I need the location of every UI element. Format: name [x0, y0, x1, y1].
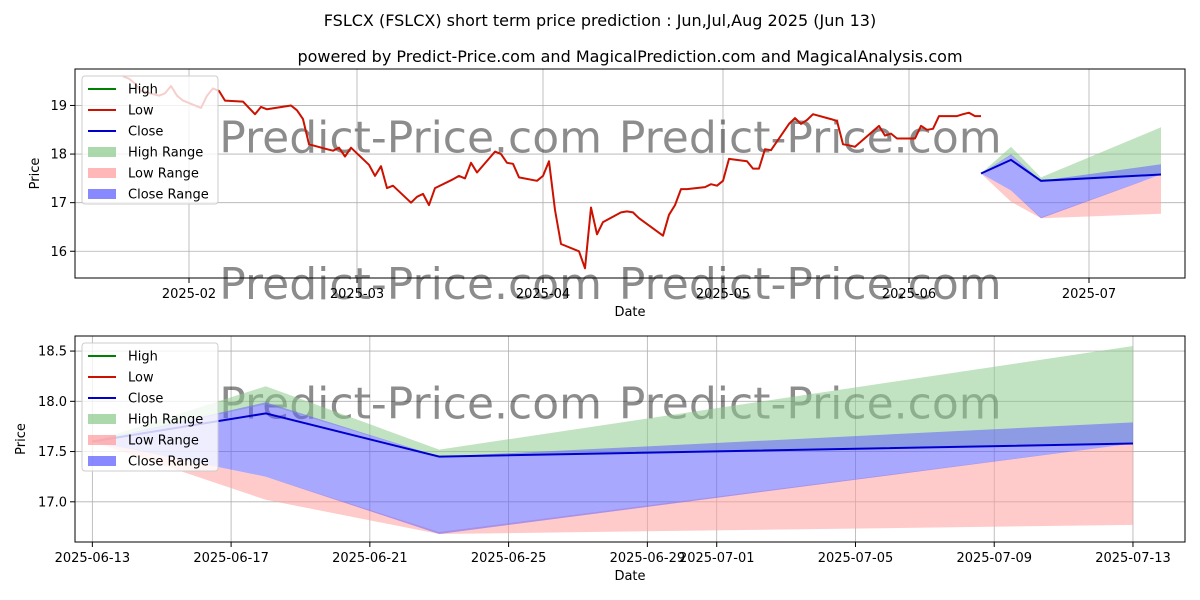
x-tick-label: 2025-07-05 — [818, 551, 894, 566]
legend-label: Low Range — [128, 167, 199, 182]
history-price-line — [122, 75, 981, 270]
y-tick-label: 17.0 — [38, 495, 67, 510]
plot-area — [92, 346, 1134, 534]
x-tick-label: 2025-03 — [330, 287, 384, 302]
legend-high-range-swatch — [88, 414, 116, 424]
legend-high-range-swatch — [88, 147, 116, 157]
y-tick-label: 16 — [50, 245, 67, 260]
legend-label: Low Range — [128, 434, 199, 449]
legend-low-range-swatch — [88, 435, 116, 445]
x-tick-label: 2025-07-09 — [956, 551, 1032, 566]
low-range-band — [981, 173, 1161, 219]
x-axis-label: Date — [614, 569, 645, 584]
watermark-text: Predict-Price.com — [219, 259, 602, 310]
forecast-zoom-panel: Predict-Price.comPredict-Price.com2025-0… — [14, 335, 1186, 584]
plot-area — [122, 75, 1162, 270]
x-tick-label: 2025-06-21 — [332, 551, 408, 566]
legend-label: Low — [128, 371, 154, 386]
x-tick-label: 2025-06-17 — [193, 551, 269, 566]
x-tick-label: 2025-04 — [516, 287, 570, 302]
main-chart-panel: Predict-Price.com Predict-Price.com Predic… — [28, 68, 1186, 320]
x-tick-label: 2025-06-29 — [610, 551, 686, 566]
y-tick-label: 19 — [50, 99, 67, 114]
y-axis-label: Price — [28, 158, 43, 190]
legend-low-range-swatch — [88, 168, 116, 178]
legend: High Low Close High Range Low Range Close Ran… — [81, 75, 219, 205]
legend-label: Low — [128, 104, 154, 119]
watermark-text: Predict-Price.com — [619, 113, 1002, 164]
legend-label: High Range — [128, 413, 203, 428]
legend-label: Close — [128, 125, 163, 140]
watermark-text: Predict-Price.com — [619, 259, 1002, 310]
chart-title: FSLCX (FSLCX) short term price predictio… — [324, 11, 876, 30]
x-tick-label: 2025-06-13 — [55, 551, 131, 566]
legend-close-range-swatch — [88, 189, 116, 199]
low-range-band — [92, 441, 1133, 534]
x-tick-label: 2025-05 — [696, 287, 750, 302]
watermark-text: Predict-Price.com — [219, 113, 602, 164]
legend-label: High Range — [128, 146, 203, 161]
x-tick-label: 2025-07-01 — [679, 551, 755, 566]
y-axis-label: Price — [14, 423, 29, 455]
x-tick-label: 2025-07-13 — [1095, 551, 1171, 566]
legend-label: High — [128, 83, 158, 98]
y-tick-label: 17 — [50, 196, 67, 211]
high-range-band — [92, 346, 1133, 457]
x-axis-label: Date — [614, 305, 645, 320]
legend-label: Close — [128, 392, 163, 407]
x-tick-label: 2025-06-25 — [471, 551, 547, 566]
legend-close-range-swatch — [88, 456, 116, 466]
x-tick-label: 2025-07 — [1062, 287, 1116, 302]
legend-label: High — [128, 350, 158, 365]
plot-frame — [74, 68, 1186, 279]
y-tick-label: 18.5 — [38, 345, 67, 360]
legend-label: Close Range — [128, 188, 209, 203]
high-range-band — [981, 127, 1161, 181]
y-tick-label: 17.5 — [38, 445, 67, 460]
chart-subtitle: powered by Predict-Price.com and Magical… — [297, 47, 962, 66]
y-tick-label: 18 — [50, 148, 67, 163]
plot-frame — [74, 335, 1186, 543]
legend: High Low Close High Range Low Range Close Ran… — [81, 342, 219, 472]
forecast-close-line — [980, 158, 1162, 182]
x-tick-label: 2025-06 — [882, 287, 936, 302]
legend-label: Close Range — [128, 455, 209, 470]
x-tick-label: 2025-02 — [162, 287, 216, 302]
y-tick-label: 18.0 — [38, 395, 67, 410]
